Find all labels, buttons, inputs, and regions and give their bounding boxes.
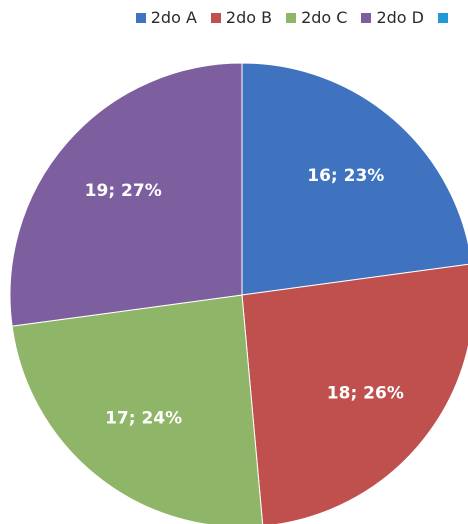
legend-label: 2do A (150, 8, 197, 27)
legend-swatch (438, 12, 448, 23)
legend-item-2do-a: 2do A (135, 8, 197, 27)
legend-swatch (286, 12, 297, 23)
pie-slice-2do-c (11, 294, 264, 524)
legend-swatch (135, 12, 146, 23)
data-label: 16; 23% (307, 166, 384, 186)
data-label: 19; 27% (85, 181, 162, 201)
legend-label: 2do D (376, 8, 424, 27)
legend-label: 2do B (225, 8, 273, 27)
legend-item-2do-b: 2do B (210, 8, 273, 27)
pie-slice-2do-b (241, 263, 468, 524)
legend-swatch (210, 12, 221, 23)
legend-swatch (361, 12, 372, 23)
pie-slice-2do-a (241, 62, 468, 296)
data-label: 17; 24% (105, 408, 182, 428)
legend-item-extra (438, 8, 448, 27)
pie-slice-2do-d (9, 62, 243, 327)
legend-label: 2do C (301, 8, 348, 27)
legend-item-2do-d: 2do D (361, 8, 424, 27)
legend-item-2do-c: 2do C (286, 8, 347, 27)
data-label: 18; 26% (327, 383, 404, 403)
legend: 2do A 2do B 2do C 2do D (0, 8, 468, 27)
